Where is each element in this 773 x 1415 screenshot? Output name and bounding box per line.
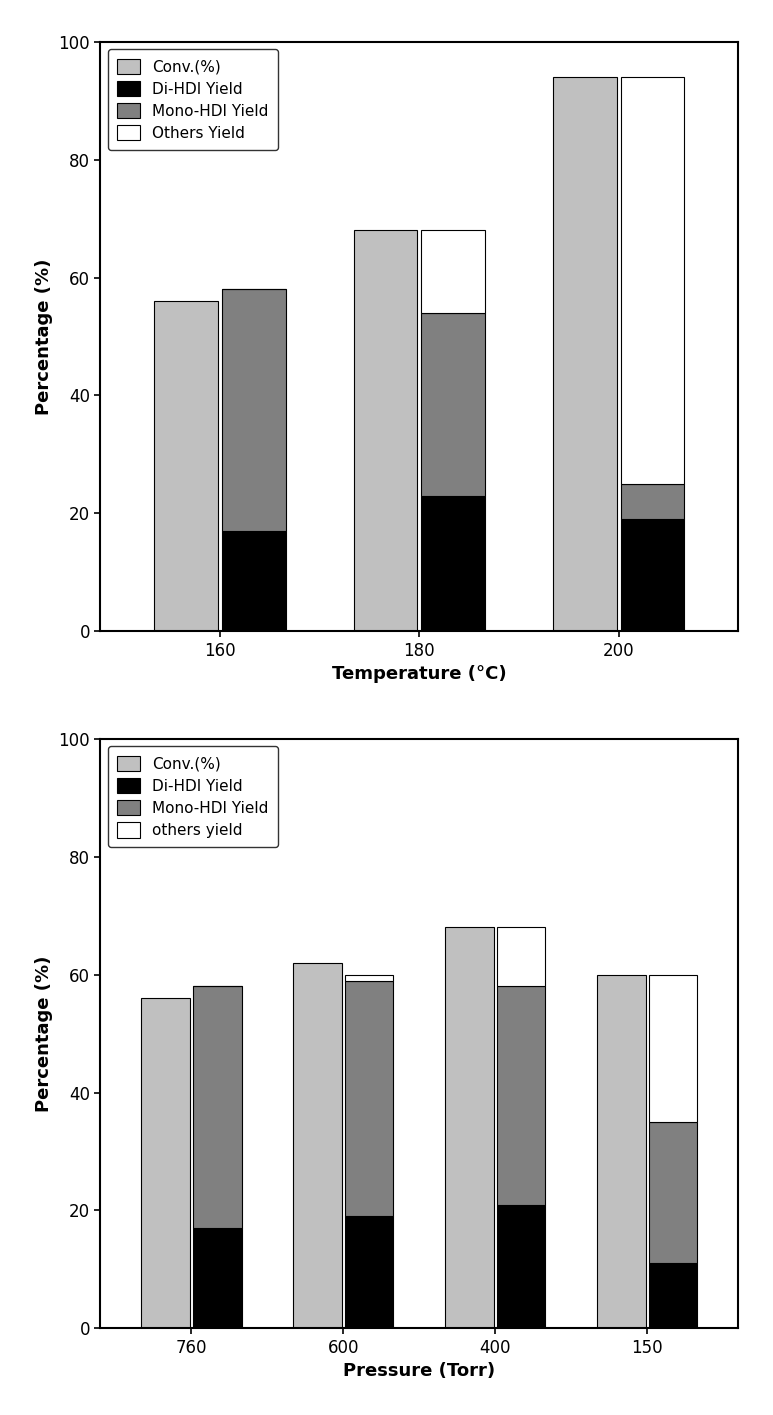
Bar	[193, 986, 242, 1228]
Bar	[421, 231, 485, 313]
X-axis label: Pressure (Torr): Pressure (Torr)	[343, 1363, 495, 1380]
Bar	[421, 313, 485, 495]
Bar	[141, 998, 190, 1329]
Bar	[497, 986, 546, 1204]
Bar	[497, 1204, 546, 1329]
Bar	[621, 484, 684, 519]
Bar	[445, 927, 494, 1329]
Bar	[649, 1122, 697, 1264]
Bar	[553, 76, 617, 631]
Bar	[421, 495, 485, 631]
Bar	[345, 975, 393, 981]
Bar	[497, 927, 546, 986]
Bar	[621, 76, 684, 484]
Legend: Conv.(%), Di-HDI Yield, Mono-HDI Yield, Others Yield: Conv.(%), Di-HDI Yield, Mono-HDI Yield, …	[108, 50, 278, 150]
Bar	[345, 981, 393, 1217]
Legend: Conv.(%), Di-HDI Yield, Mono-HDI Yield, others yield: Conv.(%), Di-HDI Yield, Mono-HDI Yield, …	[108, 747, 278, 848]
Bar	[193, 1228, 242, 1329]
Bar	[597, 975, 645, 1329]
Bar	[649, 1264, 697, 1329]
Y-axis label: Percentage (%): Percentage (%)	[35, 955, 53, 1112]
Bar	[345, 1217, 393, 1329]
Bar	[293, 962, 342, 1329]
Bar	[649, 975, 697, 1122]
Y-axis label: Percentage (%): Percentage (%)	[35, 259, 53, 415]
X-axis label: Temperature (°C): Temperature (°C)	[332, 665, 506, 683]
Bar	[154, 301, 218, 631]
Bar	[222, 289, 286, 531]
Bar	[222, 531, 286, 631]
Bar	[353, 231, 417, 631]
Bar	[621, 519, 684, 631]
